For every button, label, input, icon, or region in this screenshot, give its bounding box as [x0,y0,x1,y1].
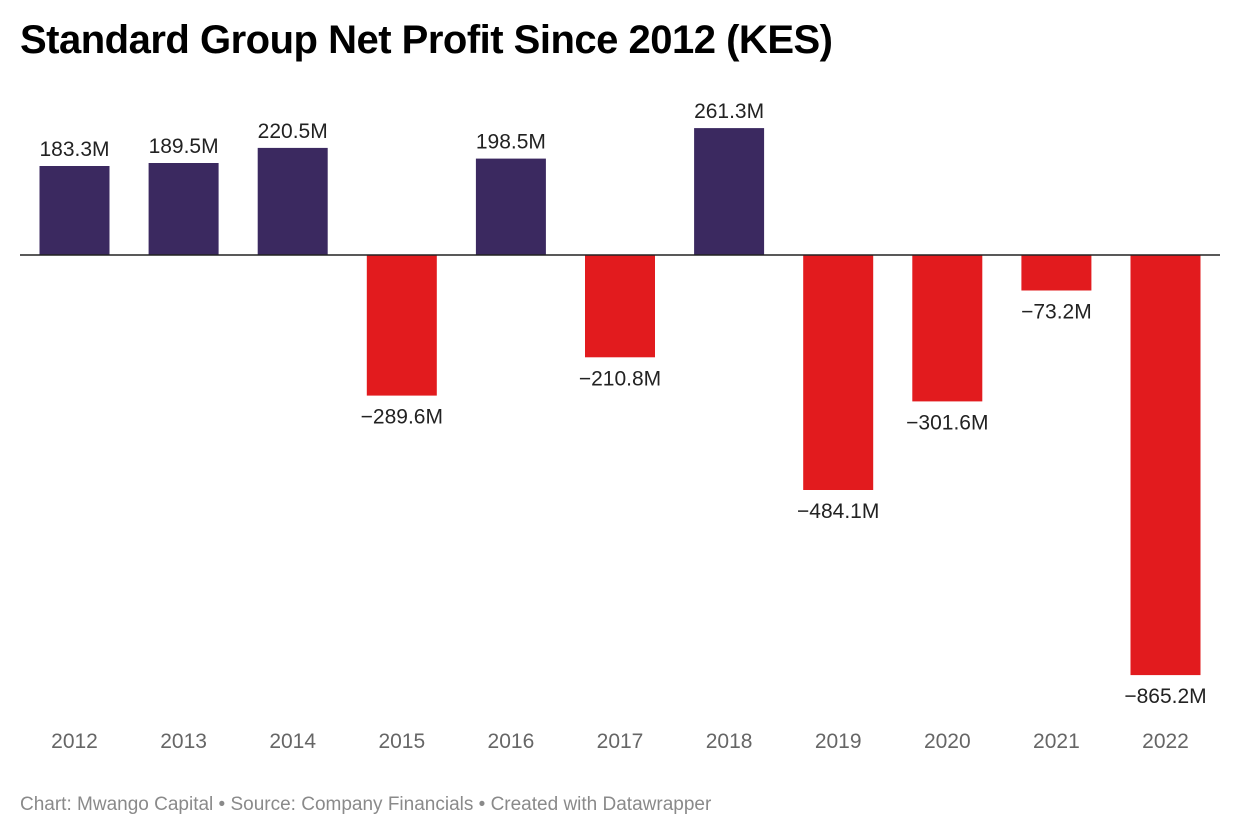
bar-2018 [694,128,765,255]
value-label-2015: −289.6M [361,406,443,429]
bar-2019 [803,255,874,490]
x-tick-label-2015: 2015 [378,730,425,753]
x-tick-label-2022: 2022 [1142,730,1189,753]
x-tick-label-2014: 2014 [269,730,316,753]
chart-title: Standard Group Net Profit Since 2012 (KE… [20,18,833,62]
bar-2016 [475,158,546,255]
x-tick-label-2020: 2020 [924,730,971,753]
x-tick-label-2013: 2013 [160,730,207,753]
x-tick-label-2021: 2021 [1033,730,1080,753]
x-axis-tick-labels: 2012 2013 2014 2015 2016 2017 2018 2019 2020 2021… [51,730,1189,753]
bars-layer [39,128,1201,676]
chart-footer: Chart: Mwango Capital • Source: Company … [20,794,712,815]
value-label-2020: −301.6M [906,411,988,434]
bar-2015 [366,255,437,396]
x-tick-label-2017: 2017 [597,730,644,753]
bar-2017 [585,255,655,358]
value-labels-layer: 183.3M 189.5M 220.5M −289.6M 198.5M −210.8M 26… [39,100,1206,708]
value-label-2022: −865.2M [1124,685,1206,708]
bar-2014 [257,147,328,255]
x-tick-label-2018: 2018 [706,730,753,753]
value-label-2016: 198.5M [476,131,546,154]
bar-2022 [1130,255,1201,676]
bar-2012 [39,166,110,255]
x-tick-label-2019: 2019 [815,730,862,753]
bar-2020 [912,255,983,402]
value-label-2021: −73.2M [1021,301,1092,324]
value-label-2019: −484.1M [797,500,879,523]
value-label-2017: −210.8M [579,367,661,390]
value-label-2013: 189.5M [149,135,219,158]
value-label-2018: 261.3M [694,100,764,123]
bar-2013 [148,163,219,255]
value-label-2014: 220.5M [258,120,328,143]
x-tick-label-2012: 2012 [51,730,98,753]
x-tick-label-2016: 2016 [488,730,535,753]
bar-2021 [1021,255,1092,291]
value-label-2012: 183.3M [39,138,109,161]
